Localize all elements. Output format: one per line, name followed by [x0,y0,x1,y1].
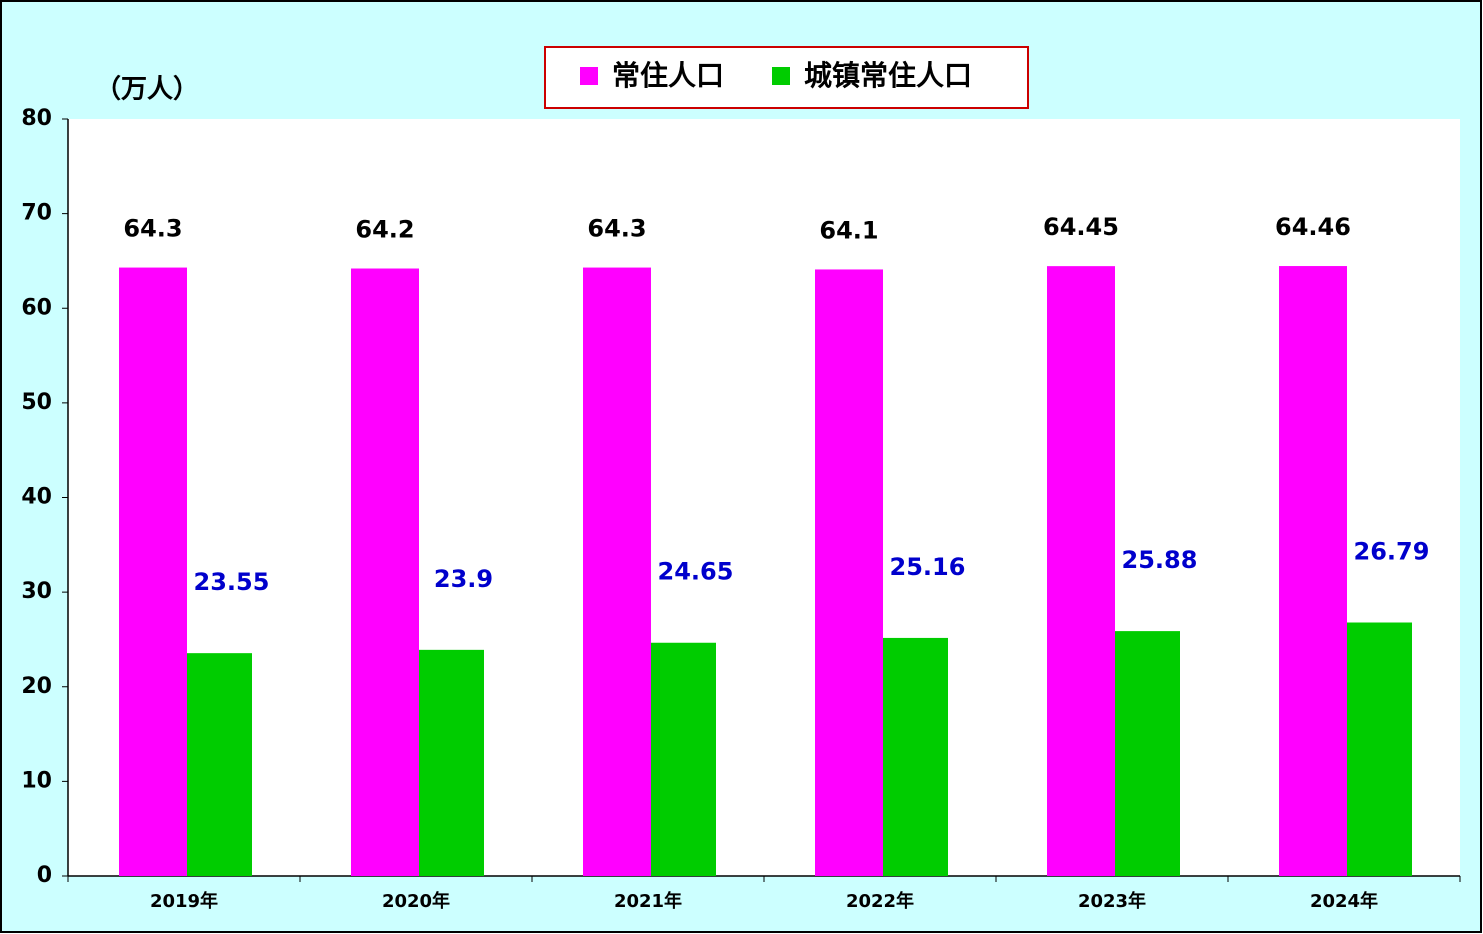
bar [1347,622,1412,876]
bar [1115,631,1180,876]
y-tick-label: 10 [21,768,52,793]
data-label: 25.88 [1122,546,1198,574]
data-label: 64.3 [587,215,646,243]
bar [883,637,948,876]
data-label: 64.46 [1275,213,1351,241]
y-tick-label: 60 [21,295,52,320]
bar [419,649,484,876]
y-tick-label: 50 [21,390,52,415]
bar [815,269,883,876]
legend-label: 常住人口 [612,59,724,92]
x-tick-label: 2019年 [150,890,218,912]
y-tick-label: 70 [21,201,52,226]
bar [119,267,187,876]
y-tick-label: 80 [21,106,52,131]
bar [583,267,651,876]
data-label: 64.2 [355,216,414,244]
data-label: 23.9 [434,565,493,593]
legend-swatch [580,67,598,85]
data-label: 23.55 [194,568,270,596]
x-tick-label: 2020年 [382,890,450,912]
x-tick-label: 2023年 [1078,890,1146,912]
y-tick-label: 20 [21,674,52,699]
legend-label: 城镇常住人口 [804,59,972,92]
x-tick-label: 2022年 [846,890,914,912]
data-label: 25.16 [890,553,966,581]
x-tick-label: 2021年 [614,890,682,912]
plot-area [68,119,1460,876]
y-tick-label: 40 [21,485,52,510]
bar [1279,266,1347,876]
data-label: 24.65 [658,558,734,586]
x-tick-label: 2024年 [1310,890,1378,912]
data-label: 64.45 [1043,213,1119,241]
y-tick-label: 30 [21,579,52,604]
data-label: 64.3 [123,215,182,243]
y-axis-label: （万人） [95,75,199,105]
bar [1047,266,1115,877]
data-label: 64.1 [819,216,878,244]
bar [651,642,716,876]
y-tick-label: 0 [37,863,52,888]
bar [351,268,419,876]
bar [187,653,252,876]
legend-swatch [772,67,790,85]
data-label: 26.79 [1354,537,1430,565]
